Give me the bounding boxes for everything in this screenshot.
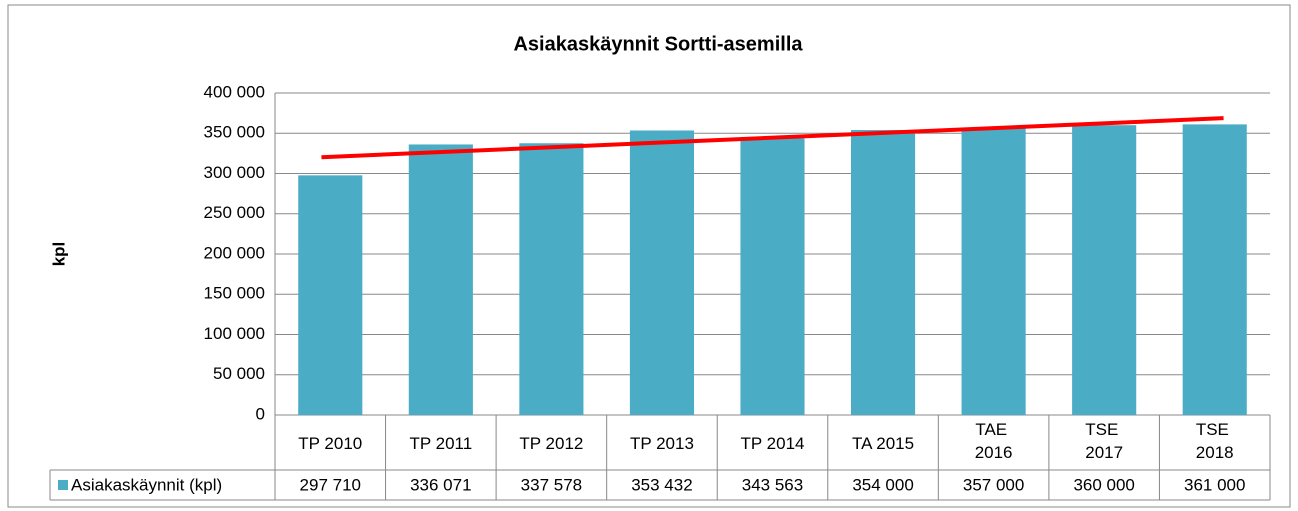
x-tick-label: TSE 2018 bbox=[1196, 420, 1234, 462]
bar bbox=[519, 143, 584, 416]
data-table-value: 297 710 bbox=[300, 475, 361, 494]
x-tick-label: TP 2011 bbox=[409, 434, 472, 453]
data-table-value: 357 000 bbox=[963, 475, 1024, 494]
x-tick-label: TP 2014 bbox=[741, 434, 805, 453]
y-tick-label: 150 000 bbox=[204, 284, 265, 303]
data-table-value: 343 563 bbox=[742, 475, 803, 494]
bar bbox=[961, 127, 1026, 416]
y-tick-label: 100 000 bbox=[204, 324, 265, 343]
x-tick-label: TP 2013 bbox=[630, 434, 694, 453]
data-table-value: 337 578 bbox=[521, 475, 582, 494]
y-tick-label: 400 000 bbox=[204, 82, 265, 101]
data-table-value: 336 071 bbox=[410, 475, 471, 494]
bar bbox=[298, 175, 363, 415]
legend-swatch bbox=[58, 480, 68, 490]
data-table-value: 354 000 bbox=[852, 475, 913, 494]
y-tick-label: 250 000 bbox=[204, 203, 265, 222]
bar bbox=[740, 138, 805, 416]
y-tick-label: 300 000 bbox=[204, 163, 265, 182]
data-table-value: 353 432 bbox=[631, 475, 692, 494]
x-tick-label: TA 2015 bbox=[852, 434, 914, 453]
chart-title: Asiakaskäynnit Sortti-asemilla bbox=[513, 33, 803, 55]
data-table-value: 360 000 bbox=[1073, 475, 1134, 494]
y-tick-label: 350 000 bbox=[204, 123, 265, 142]
legend-label: Asiakaskäynnit (kpl) bbox=[71, 475, 222, 494]
y-axis-label: kpl bbox=[49, 242, 68, 267]
x-tick-label: TSE 2017 bbox=[1085, 420, 1123, 462]
x-tick-label: TAE 2016 bbox=[975, 420, 1013, 462]
bar bbox=[1072, 125, 1137, 415]
x-tick-label: TP 2012 bbox=[519, 434, 583, 453]
bar bbox=[629, 130, 695, 415]
bar bbox=[408, 144, 473, 416]
trendline bbox=[321, 116, 1224, 160]
x-tick-label: TP 2010 bbox=[298, 434, 362, 453]
y-tick-label: 50 000 bbox=[213, 364, 265, 383]
y-tick-label: 0 bbox=[256, 404, 265, 423]
y-tick-label: 200 000 bbox=[204, 243, 265, 262]
bar bbox=[1182, 124, 1247, 416]
bar bbox=[850, 130, 916, 415]
data-table-value: 361 000 bbox=[1184, 475, 1245, 494]
